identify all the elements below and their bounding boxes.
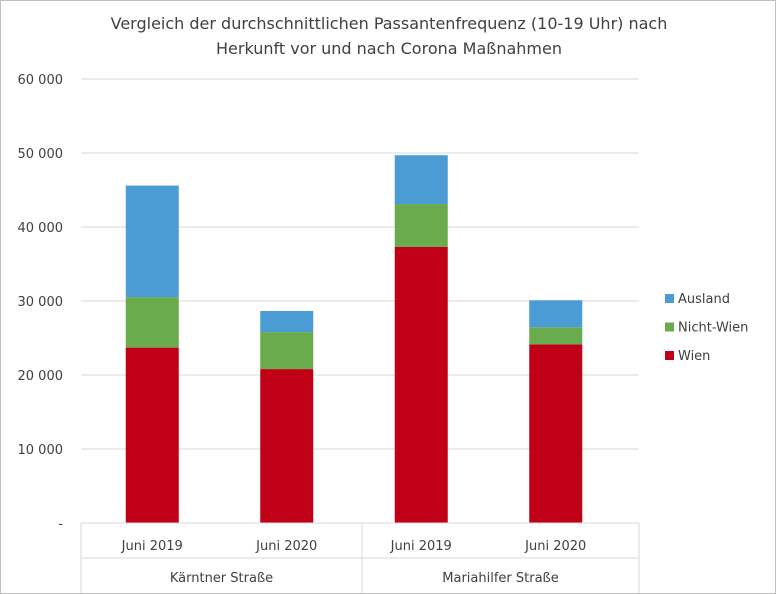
y-tick-label: 40 000 xyxy=(18,221,64,236)
y-tick-label: 20 000 xyxy=(18,369,64,384)
bar-segment-wien xyxy=(125,347,179,523)
bar-segment-nicht-wien xyxy=(260,332,314,370)
bar-segment-wien xyxy=(394,246,448,524)
y-tick-label: 10 000 xyxy=(18,443,64,458)
x-tick-label: Juni 2020 xyxy=(524,539,586,554)
bar-segment-wien xyxy=(260,369,314,523)
x-tick-label: Juni 2020 xyxy=(255,539,317,554)
bar-segment-ausland xyxy=(529,300,583,328)
y-tick-label: 60 000 xyxy=(18,73,64,88)
group-label: Mariahilfer Straße xyxy=(442,571,558,586)
x-tick-label: Juni 2019 xyxy=(390,539,452,554)
group-label: Kärntner Straße xyxy=(170,571,273,586)
bar-segment-ausland xyxy=(394,155,448,205)
x-tick-label: Juni 2019 xyxy=(121,539,183,554)
bar-segment-wien xyxy=(529,344,583,523)
bar-segment-nicht-wien xyxy=(394,204,448,247)
chart-title-line-1: Vergleich der durchschnittlichen Passant… xyxy=(111,14,668,33)
bar-segment-ausland xyxy=(125,185,179,298)
bar-segment-ausland xyxy=(260,310,314,333)
legend-swatch-nicht-wien xyxy=(665,322,674,332)
y-tick-label: - xyxy=(58,517,63,532)
legend-label: Nicht-Wien xyxy=(678,321,748,336)
chart-title-line-2: Herkunft vor und nach Corona Maßnahmen xyxy=(216,39,562,58)
bar-segment-nicht-wien xyxy=(125,297,179,348)
legend-label: Ausland xyxy=(678,292,730,307)
y-tick-label: 30 000 xyxy=(18,295,64,310)
legend-label: Wien xyxy=(678,349,710,364)
y-tick-label: 50 000 xyxy=(18,147,64,162)
bar-segment-nicht-wien xyxy=(529,327,583,345)
legend-swatch-wien xyxy=(665,351,674,360)
legend-swatch-ausland xyxy=(665,294,674,303)
